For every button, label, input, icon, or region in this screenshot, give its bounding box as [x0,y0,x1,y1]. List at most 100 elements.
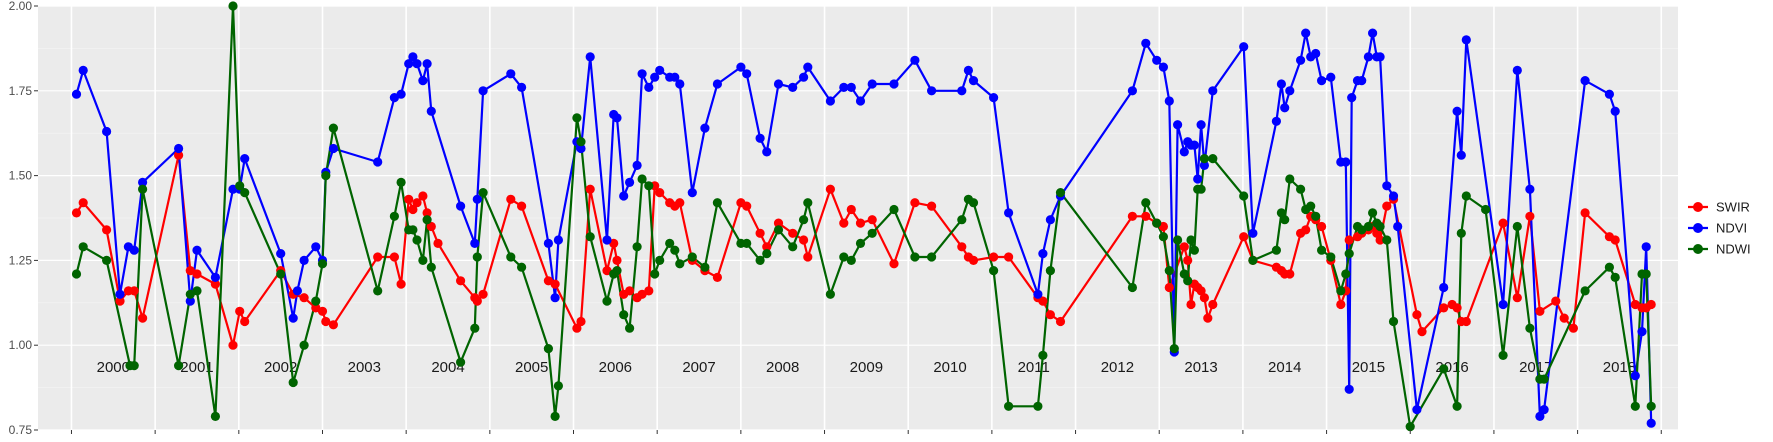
data-point-swir [1611,235,1620,244]
data-point-ndvi [964,66,973,75]
data-point-ndvi [397,90,406,99]
data-point-ndvi [1376,52,1385,61]
data-point-ndvi [1453,107,1462,116]
data-point-ndvi [756,134,765,143]
data-point-ndwi [412,235,421,244]
data-point-ndvi [1581,76,1590,85]
data-point-ndwi [910,252,919,261]
data-point-ndvi [927,86,936,95]
data-point-ndwi [1462,191,1471,200]
data-point-ndvi [1642,242,1651,251]
year-label: 2005 [515,359,548,376]
data-point-ndvi [423,59,432,68]
data-point-ndvi [211,273,220,282]
data-point-ndvi [1128,86,1137,95]
data-point-ndvi [1382,181,1391,190]
data-point-swir [826,185,835,194]
data-point-swir [799,235,808,244]
data-point-ndwi [1457,229,1466,238]
data-point-ndwi [373,286,382,295]
data-point-ndwi [470,324,479,333]
data-point-ndwi [572,113,581,122]
data-point-ndwi [1499,351,1508,360]
data-point-ndvi [418,76,427,85]
y-tick-label: 1.00 [9,338,33,352]
data-point-ndvi [1357,76,1366,85]
data-point-ndwi [1481,205,1490,214]
data-point-ndvi [638,69,647,78]
data-point-ndvi [989,93,998,102]
data-point-ndwi [1272,246,1281,255]
data-point-ndwi [625,324,634,333]
data-point-ndvi [619,191,628,200]
data-point-ndwi [318,259,327,268]
data-point-ndvi [1285,86,1294,95]
data-point-swir [192,269,201,278]
data-point-ndwi [544,344,553,353]
data-point-ndwi [957,215,966,224]
data-point-swir [1647,300,1656,309]
data-point-ndwi [289,378,298,387]
data-point-ndwi [602,297,611,306]
data-point-ndwi [1173,235,1182,244]
data-point-ndwi [1306,202,1315,211]
data-point-ndvi [427,107,436,116]
data-point-ndwi [321,171,330,180]
data-point-swir [1239,232,1248,241]
year-label: 2007 [682,359,715,376]
data-point-ndwi [856,239,865,248]
data-point-ndvi [1412,405,1421,414]
data-point-swir [655,188,664,197]
data-point-swir [847,205,856,214]
data-point-ndwi [1647,402,1656,411]
data-point-ndvi [688,188,697,197]
data-point-swir [418,191,427,200]
data-point-ndwi [868,229,877,238]
data-point-ndwi [1038,351,1047,360]
data-point-ndwi [228,1,237,10]
data-point-ndvi [713,79,722,88]
data-point-ndwi [1056,188,1065,197]
data-point-ndvi [293,286,302,295]
data-point-swir [1382,202,1391,211]
year-label: 2013 [1184,359,1217,376]
data-point-ndwi [1311,212,1320,221]
y-tick-label: 0.75 [9,423,33,437]
legend: SWIRNDVINDWI [1688,200,1751,257]
data-point-swir [957,242,966,251]
data-point-swir [910,198,919,207]
data-point-ndwi [1368,208,1377,217]
data-point-swir [742,202,751,211]
data-point-ndwi [586,232,595,241]
data-point-ndvi [655,66,664,75]
data-point-ndwi [1389,317,1398,326]
data-point-ndvi [329,144,338,153]
data-point-ndvi [1513,66,1522,75]
data-point-ndvi [586,52,595,61]
data-point-ndwi [1439,364,1448,373]
data-point-ndvi [1311,49,1320,58]
data-point-ndwi [1581,286,1590,295]
data-point-ndwi [1128,283,1137,292]
data-point-ndwi [1170,344,1179,353]
data-point-swir [1345,235,1354,244]
data-point-swir [612,256,621,265]
data-point-ndwi [1540,375,1549,384]
data-point-ndwi [1345,249,1354,258]
data-point-ndvi [192,246,201,255]
data-point-ndvi [612,113,621,122]
data-point-swir [1180,242,1189,251]
data-point-swir [456,276,465,285]
legend-label: NDWI [1716,242,1751,257]
data-point-swir [433,239,442,248]
data-point-swir [506,195,515,204]
data-point-swir [1200,293,1209,302]
year-label: 2011 [1018,359,1050,376]
data-point-swir [868,215,877,224]
data-point-swir [1525,212,1534,221]
data-point-swir [79,198,88,207]
data-point-swir [1499,219,1508,228]
data-point-ndwi [1382,235,1391,244]
data-point-ndvi [551,293,560,302]
data-point-ndvi [1341,157,1350,166]
